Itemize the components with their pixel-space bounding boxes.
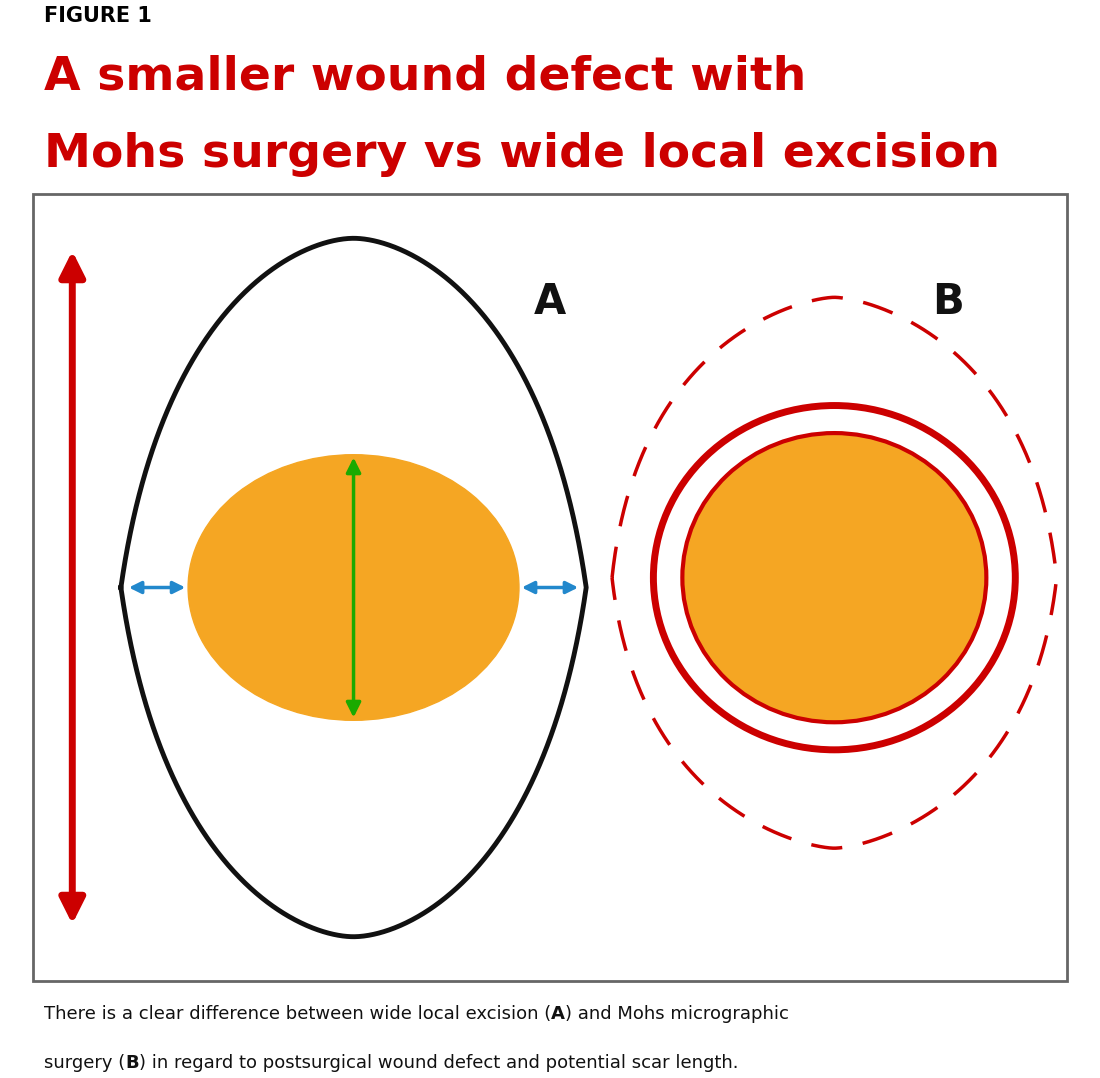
Text: B: B — [125, 1054, 139, 1072]
Text: There is a clear difference between wide local excision (: There is a clear difference between wide… — [44, 1005, 551, 1023]
Text: ) and Mohs micrographic: ) and Mohs micrographic — [565, 1005, 789, 1023]
Circle shape — [684, 436, 984, 720]
Ellipse shape — [188, 455, 519, 720]
Circle shape — [648, 401, 1021, 755]
Text: A smaller wound defect with: A smaller wound defect with — [44, 54, 806, 99]
Text: ) in regard to postsurgical wound defect and potential scar length.: ) in regard to postsurgical wound defect… — [139, 1054, 738, 1072]
Polygon shape — [121, 238, 586, 937]
Text: Mohs surgery vs wide local excision: Mohs surgery vs wide local excision — [44, 132, 1000, 177]
Text: A: A — [551, 1005, 565, 1023]
Text: surgery (: surgery ( — [44, 1054, 125, 1072]
Text: B: B — [932, 281, 964, 323]
Text: FIGURE 1: FIGURE 1 — [44, 5, 152, 26]
Text: A: A — [534, 281, 566, 323]
